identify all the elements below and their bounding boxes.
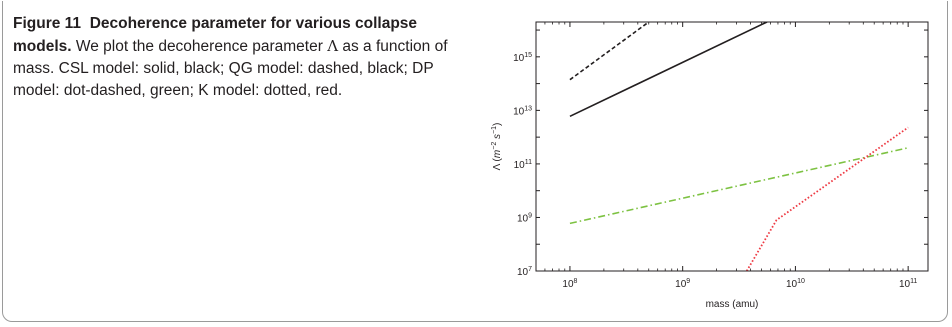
series-line-csl xyxy=(569,22,768,118)
x-tick-label: 109 xyxy=(675,278,690,290)
series-line-k xyxy=(745,126,909,271)
figure-frame xyxy=(2,1,948,322)
y-axis-label: Λ (m−2 s−1) xyxy=(491,123,503,171)
y-tick-label: 107 xyxy=(517,266,532,278)
x-tick-label: 1010 xyxy=(786,278,805,290)
x-tick-label: 108 xyxy=(562,278,577,290)
y-tick-label: 1015 xyxy=(513,52,532,64)
series-line-qg xyxy=(569,22,650,81)
y-tick-label: 1013 xyxy=(513,105,532,117)
y-tick-label: 109 xyxy=(517,212,532,224)
caption-text-2: as a function of mass. CSL model: solid,… xyxy=(13,38,448,99)
decoherence-chart: 108 109 1010 1011 107 109 1011 1013 1015 mass (a… xyxy=(491,21,929,310)
x-axis-label: mass (amu) xyxy=(706,299,759,310)
caption-text-1: We plot the decoherence parameter xyxy=(75,38,323,55)
figure-title: Decoherence parameter for various collap… xyxy=(13,15,418,55)
figure-caption: Figure 11 Decoherence parameter for vari… xyxy=(13,13,458,102)
lambda-symbol: Λ xyxy=(327,37,339,55)
series-line-dp xyxy=(569,147,909,225)
y-tick-label: 1011 xyxy=(514,159,532,171)
figure-label: Figure 11 xyxy=(13,15,82,32)
plot-frame xyxy=(535,21,929,272)
x-tick-label: 1011 xyxy=(899,278,917,290)
